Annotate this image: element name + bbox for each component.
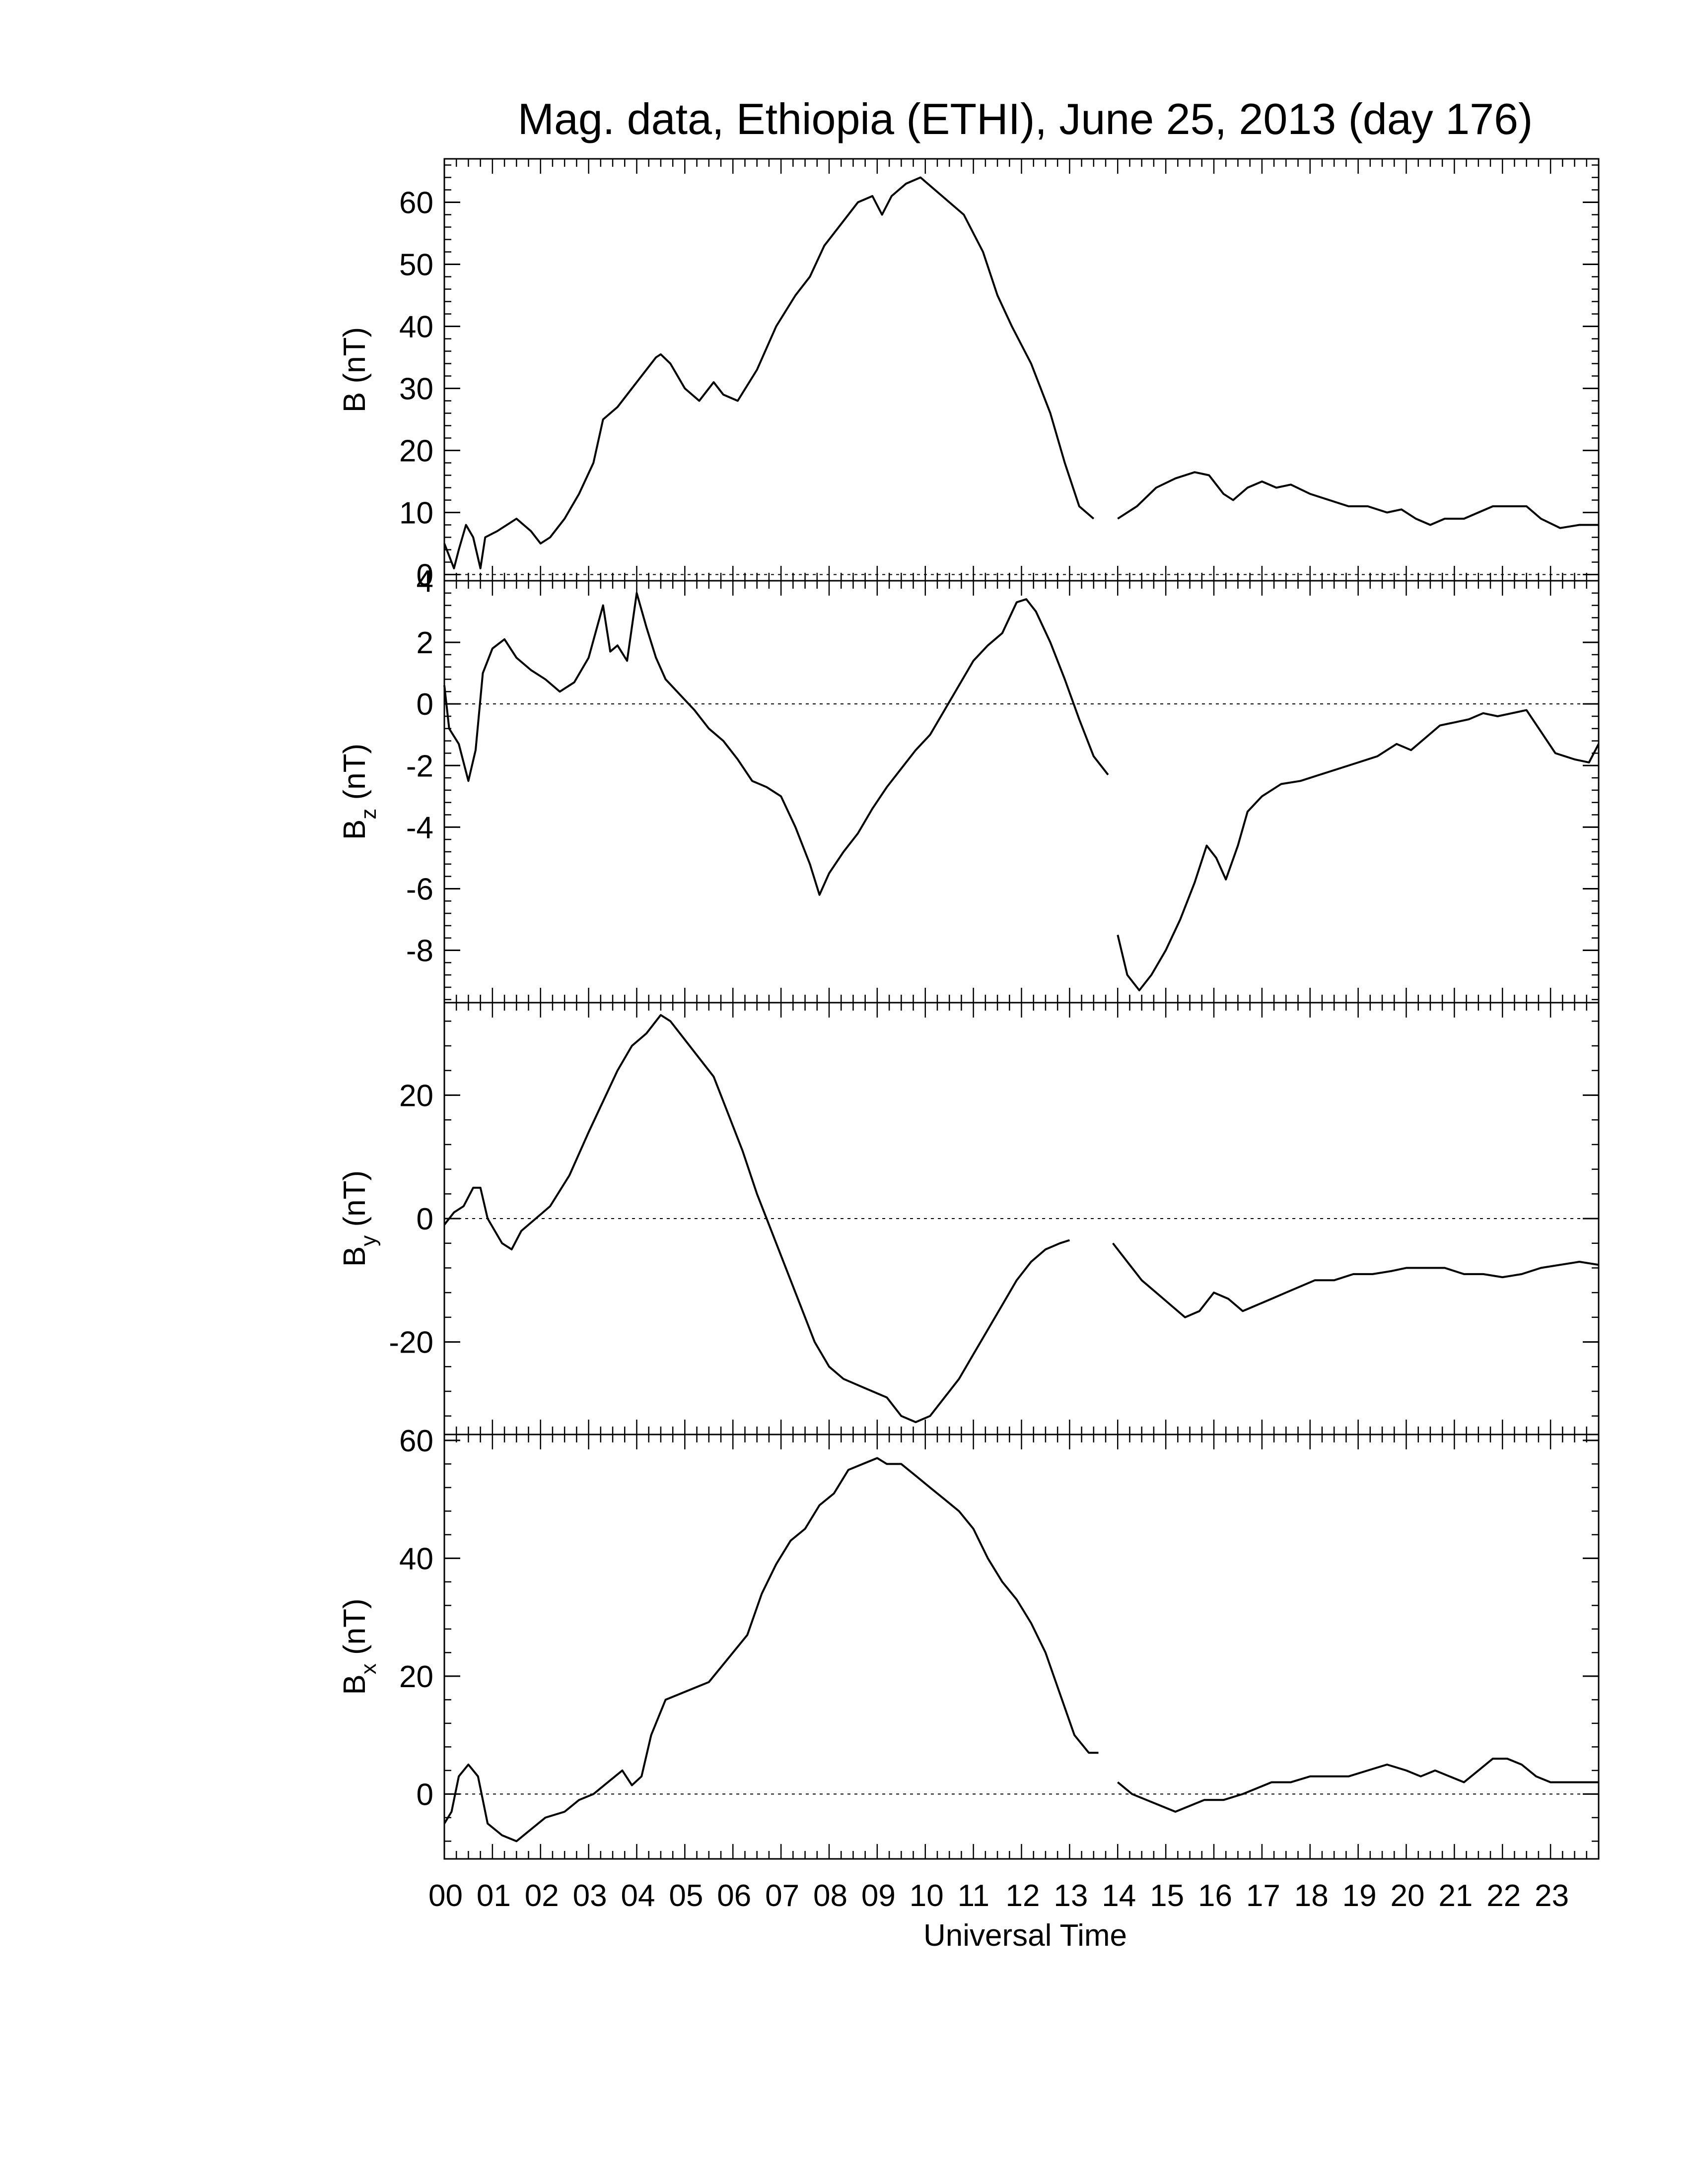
y-axis-title: Bz (nT) — [338, 744, 381, 840]
y-tick-label: 40 — [399, 310, 433, 344]
x-axis-title: Universal Time — [923, 1918, 1127, 1953]
x-tick-label: 02 — [525, 1879, 559, 1913]
x-tick-label: 03 — [573, 1879, 607, 1913]
y-tick-label: 30 — [399, 372, 433, 407]
y-tick-label: 10 — [399, 496, 433, 531]
y-tick-label: 50 — [399, 248, 433, 282]
x-tick-label: 09 — [861, 1879, 896, 1913]
y-tick-label: -20 — [389, 1326, 433, 1360]
y-tick-label: 0 — [417, 1777, 433, 1812]
x-tick-label: 15 — [1150, 1879, 1184, 1913]
series-line — [1112, 1242, 1599, 1318]
x-tick-label: 08 — [813, 1879, 847, 1913]
y-axis-title: B (nT) — [338, 327, 372, 412]
panel-B: 0 10 20 30 40 50 60 B (nT) — [338, 158, 1600, 593]
y-tick-label: 20 — [399, 1079, 433, 1113]
series-line — [1117, 1758, 1599, 1813]
series-line — [443, 1457, 1099, 1843]
x-tick-label: 11 — [958, 1879, 989, 1913]
y-axis-title-unit: (nT) — [338, 744, 372, 809]
panel-By: -20 0 20 By (nT) — [338, 1002, 1600, 1435]
y-tick-label: 20 — [399, 1660, 433, 1694]
x-tick-label: 17 — [1246, 1879, 1280, 1913]
y-tick-label: -8 — [406, 934, 433, 968]
y-axis-title-subscript: y — [356, 1235, 381, 1246]
y-tick-label: 2 — [417, 626, 433, 660]
y-tick-label: -6 — [406, 872, 433, 906]
series-line — [1117, 709, 1600, 992]
y-tick-label: 60 — [399, 1424, 433, 1458]
y-tick-label: 40 — [399, 1542, 433, 1576]
y-tick-label: -2 — [406, 749, 433, 783]
y-axis-title-symbol: B — [338, 1674, 372, 1695]
x-tick-label: 06 — [717, 1879, 751, 1913]
x-tick-label: 00 — [428, 1879, 463, 1913]
x-tick-label: 14 — [1102, 1879, 1136, 1913]
y-tick-label: 0 — [417, 1202, 433, 1236]
y-axis-title-unit: (nT) — [338, 327, 372, 392]
y-axis-title-subscript: x — [356, 1663, 381, 1674]
y-tick-label: 20 — [399, 434, 433, 469]
y-axis-title-unit: (nT) — [338, 1170, 372, 1235]
x-tick-label: 19 — [1342, 1879, 1377, 1913]
y-tick-label: 0 — [417, 558, 433, 593]
x-tick-label: 13 — [1054, 1879, 1088, 1913]
x-tick-label: 18 — [1294, 1879, 1329, 1913]
chart-title: Mag. data, Ethiopia (ETHI), June 25, 201… — [518, 94, 1533, 143]
x-tick-labels: 00 01 02 03 04 05 06 07 08 09 10 11 12 13 14 15 16 17 18 19… — [428, 1879, 1569, 1913]
y-tick-label: -4 — [406, 811, 433, 845]
series-line — [443, 592, 1109, 896]
x-tick-label: 21 — [1438, 1879, 1473, 1913]
y-axis-title-symbol: B — [338, 392, 372, 412]
y-axis-title-unit: (nT) — [338, 1598, 372, 1663]
x-tick-label: 20 — [1391, 1879, 1425, 1913]
x-tick-label: 01 — [477, 1879, 511, 1913]
x-tick-label: 23 — [1535, 1879, 1569, 1913]
y-axis-title-subscript: z — [356, 809, 381, 819]
y-axis-title: Bx (nT) — [338, 1598, 381, 1695]
y-axis-title: By (nT) — [338, 1170, 381, 1267]
y-tick-label: 0 — [417, 687, 433, 722]
x-tick-label: 10 — [910, 1879, 944, 1913]
x-tick-label: 07 — [765, 1879, 799, 1913]
x-tick-label: 16 — [1198, 1879, 1232, 1913]
y-axis-title-symbol: B — [338, 1246, 372, 1267]
series-line — [1117, 471, 1599, 529]
y-axis-title-symbol: B — [338, 819, 372, 840]
x-tick-label: 22 — [1486, 1879, 1521, 1913]
x-tick-label: 12 — [1006, 1879, 1040, 1913]
x-tick-label: 04 — [621, 1879, 655, 1913]
panel-Bx: 0 20 40 60 Bx (nT) — [338, 1424, 1600, 1860]
y-tick-label: 60 — [399, 186, 433, 220]
y-tick-label: 4 — [417, 564, 433, 599]
x-tick-label: 05 — [669, 1879, 703, 1913]
series-line — [443, 176, 1095, 569]
series-line — [443, 1014, 1070, 1424]
